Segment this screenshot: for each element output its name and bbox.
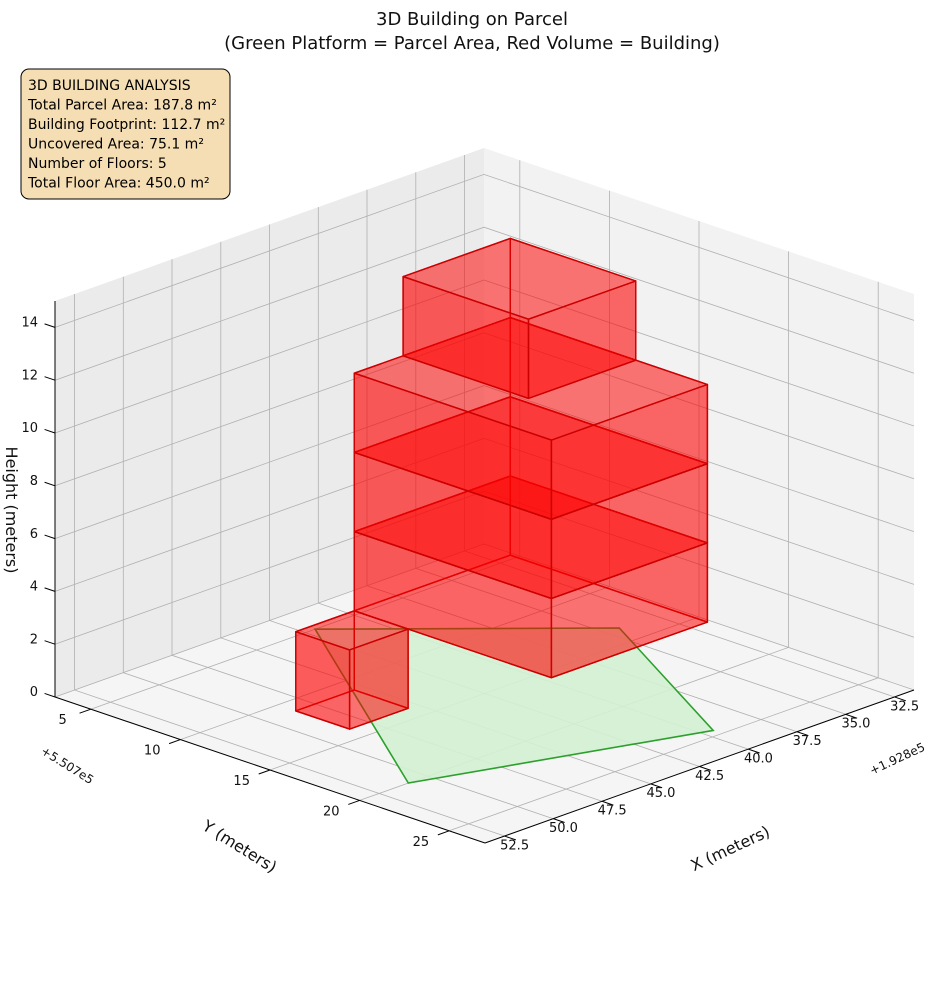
y-tick [553,818,565,823]
y-tick-label: 50.0 [549,821,578,836]
tick-marks [44,323,907,841]
chart-title: 3D Building on Parcel [376,9,568,30]
x-tick [79,708,92,714]
grid-line-z [54,490,915,645]
y-tick-label: 32.5 [890,699,919,714]
y-offset-label: +5.507e5 [38,744,96,787]
z-tick-label: 14 [21,316,38,331]
y-tick-label: 47.5 [598,804,627,819]
info-box-line: Building Footprint: 112.7 m² [28,117,225,133]
z-tick [44,323,56,328]
face-top [402,237,637,320]
tick-labels: 51015202532.535.037.540.042.545.047.550.… [21,316,919,854]
info-box-background [20,68,231,200]
x-tick [437,830,450,836]
grid-line-z [54,437,915,592]
grid-line-z [54,173,915,328]
z-axis-label: Height (meters) [2,447,21,574]
y-tick-label: 45.0 [646,786,675,801]
building-floor-3 [353,396,709,600]
grid-line-z [54,279,915,434]
info-box-line: Total Floor Area: 450.0 m² [27,176,210,192]
y-tick [748,748,760,754]
chart-subtitle: (Green Platform = Parcel Area, Red Volum… [224,33,720,54]
z-tick-label: 10 [21,421,38,436]
z-tick-label: 2 [30,632,38,647]
z-tick-label: 6 [30,527,38,542]
x-tick [168,739,181,745]
y-tick [699,766,712,771]
z-tick-label: 0 [30,685,38,700]
y-tick-label: 40.0 [744,752,773,767]
y-tick-label: 42.5 [695,769,724,784]
z-tick [44,481,56,487]
building-floor-2 [353,475,709,679]
z-tick [44,534,56,540]
x-tick-label: 25 [413,835,430,850]
y-tick [650,783,663,789]
info-box-line: Total Parcel Area: 187.8 m² [27,98,217,114]
z-tick [44,692,56,698]
y-axis-label: Y (meters) [198,816,280,877]
grid-line-z [54,543,915,698]
grid-line-z [54,226,915,381]
y-tick-label: 37.5 [793,734,822,749]
building-floor-4 [353,316,709,520]
info-box-line: Number of Floors: 5 [28,156,167,172]
building-volume [295,237,709,730]
x-offset-label: +1.928e5 [867,740,927,778]
y-tick [504,835,517,841]
x-tick-label: 10 [144,744,161,759]
info-box-line: Uncovered Area: 75.1 m² [28,137,204,153]
z-tick [44,376,56,381]
y-tick [796,731,809,737]
z-tick-label: 12 [21,368,38,383]
building-floor-1 [295,610,409,730]
y-tick [845,713,858,719]
grid-line-z [54,385,915,539]
building-floor-5 [402,237,637,400]
z-tick [44,428,56,434]
y-tick [894,696,907,702]
x-tick [348,799,360,805]
info-box: 3D BUILDING ANALYSIS Total Parcel Area: 1… [20,68,231,200]
x-axis-label: X (meters) [688,822,773,875]
x-tick-label: 5 [58,713,66,728]
z-tick [44,587,56,592]
z-tick-label: 4 [30,580,38,595]
x-tick-label: 20 [323,805,340,820]
y-tick-label: 52.5 [500,838,529,853]
parcel-platform [313,627,715,784]
grid-line-z [54,332,915,487]
z-tick-label: 8 [30,474,38,489]
y-tick-label: 35.0 [841,717,870,732]
x-tick [258,769,271,775]
z-tick [44,640,56,645]
y-tick [601,800,614,806]
info-box-line: 3D BUILDING ANALYSIS [28,78,191,94]
x-tick-label: 15 [233,774,250,789]
parcel-polygon [313,627,715,784]
